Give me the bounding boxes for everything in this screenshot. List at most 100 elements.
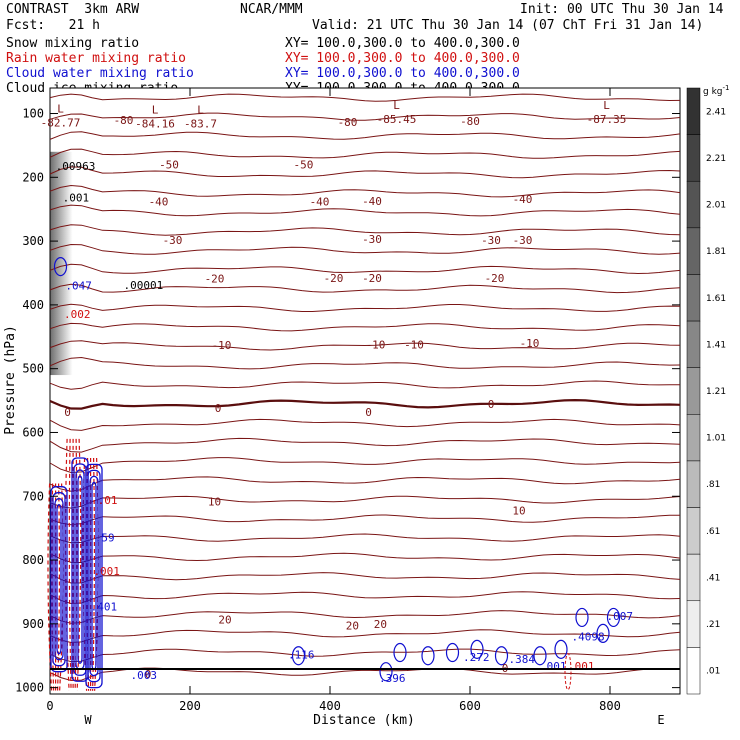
colorbar-swatch [686,647,701,695]
colorbar-swatch [686,274,701,322]
cloud-water-contour [77,475,83,664]
cloud-water-contour [50,486,68,673]
mixing-ratio-label: .384 [509,653,536,666]
cloud-water-cell [494,646,509,666]
cloud-water-contour [89,475,99,677]
legend-rain: Rain water mixing ratio [6,51,187,66]
isotherm-line [49,166,681,179]
isotherm-line [49,552,681,564]
isotherm-label: 0 [145,668,152,681]
isotherm-line [49,495,681,509]
cloud-water-cell [533,646,547,666]
plot-area [49,87,681,695]
isotherm-label: 10 [512,504,525,517]
x-tick-label: 200 [179,699,201,713]
cloud-water-cell [393,642,407,663]
low-value: -83.7 [184,117,217,130]
colorbar-swatch [686,600,701,648]
mixing-ratio-label: .01 [98,494,118,507]
isotherm-label: -10 [404,338,424,351]
isotherm-label: 0 [488,398,495,411]
model-title: CONTRAST 3km ARW [6,2,140,17]
isotherm-label: -80 [338,116,358,129]
isotherm-line [49,629,681,644]
isotherm-label: -80 [114,114,134,127]
y-tick-label: 600 [22,425,44,439]
isotherm-line [49,184,681,198]
colorbar-swatch [686,87,701,135]
isotherm-line [49,340,681,351]
cloud-water-contour [85,463,103,689]
isotherm-line [49,591,681,605]
isotherm-line [49,380,681,390]
rain-contour [68,438,72,691]
colorbar-level-label: 1.61 [706,294,726,304]
colorbar-swatch [686,507,701,555]
low-marker: L [57,103,64,116]
y-tick-label: 100 [22,107,44,121]
mixing-ratio-label: .001 [63,192,90,205]
colorbar-level-label: 2.01 [706,201,726,211]
rain-contour [564,653,572,691]
mixing-ratio-label: .007 [607,610,634,623]
isotherm-label: -10 [212,339,232,352]
isotherm-label: -10 [520,337,540,350]
mixing-ratio-label: .001 [93,565,120,578]
isotherm-label: -30 [163,234,183,247]
y-tick-label: 900 [22,617,44,631]
cloud-water-cell [379,662,393,682]
low-value: -84.16 [135,117,175,130]
isotherm-label: 0 [64,406,71,419]
isotherm-label: -20 [362,272,382,285]
colorbar-level-label: 2.41 [706,107,726,117]
isotherm-label: -40 [513,193,533,206]
isotherm-line [49,322,681,332]
colorbar-swatch [686,134,701,182]
colorbar-swatch [686,553,701,602]
init-time: Init: 00 UTC Thu 30 Jan 14 [520,2,724,17]
isotherm-label: -30 [513,234,533,247]
isotherm-line [49,418,681,431]
colorbar-level-label: .01 [706,667,720,677]
cloud-water-cell [470,639,484,659]
colorbar-swatch [686,320,701,368]
colorbar-swatch [686,180,701,229]
cloud-water-cell [575,607,589,628]
isotherm-label: -20 [485,272,505,285]
isotherm-label: -50 [159,159,179,172]
isotherm-line [49,263,681,275]
mixing-ratio-label: .396 [379,672,406,685]
colorbar: 2.41 2.21 2.01 1.81 1.61 1.41 1.21 1.01 .81 .61 .4… [686,87,726,695]
colorbar-swatch [686,414,701,462]
legend-cloud-water-xy: XY= 100.0,300.0 to 400.0,300.0 [285,66,520,81]
x-tick-label: 400 [319,699,341,713]
cloud-water-cell [596,623,610,644]
rain-contour [47,483,53,691]
colorbar-level-label: 1.41 [706,340,726,350]
isotherm-label: -40 [362,195,382,208]
y-tick-label: 400 [22,298,44,312]
isotherm-label: -40 [149,196,169,209]
y-tick-label: 1000 [15,681,44,695]
colorbar-swatch [686,367,701,415]
rain-contour [92,457,95,691]
isotherm-line [49,398,681,410]
isotherm-label: -50 [293,159,313,172]
isotherm-line [49,610,681,624]
colorbar-level-label: 1.01 [706,434,726,444]
mixing-ratio-label: .401 [91,601,118,614]
mixing-ratio-label: .59 [95,532,115,545]
isotherm-label: -20 [324,272,344,285]
isotherm-line [49,131,681,140]
isotherm-line [49,112,681,121]
cloud-water-cell [606,607,621,628]
isotherm-line [49,148,681,159]
isotherm-label: -30 [362,233,382,246]
mixing-ratio-label: .003 [131,669,158,682]
x-end-right-label: E [657,713,664,727]
isotherm-line [49,476,681,492]
x-tick-label: 0 [46,699,53,713]
isotherm-line [49,648,681,663]
isotherm-label: 0 [215,402,222,415]
